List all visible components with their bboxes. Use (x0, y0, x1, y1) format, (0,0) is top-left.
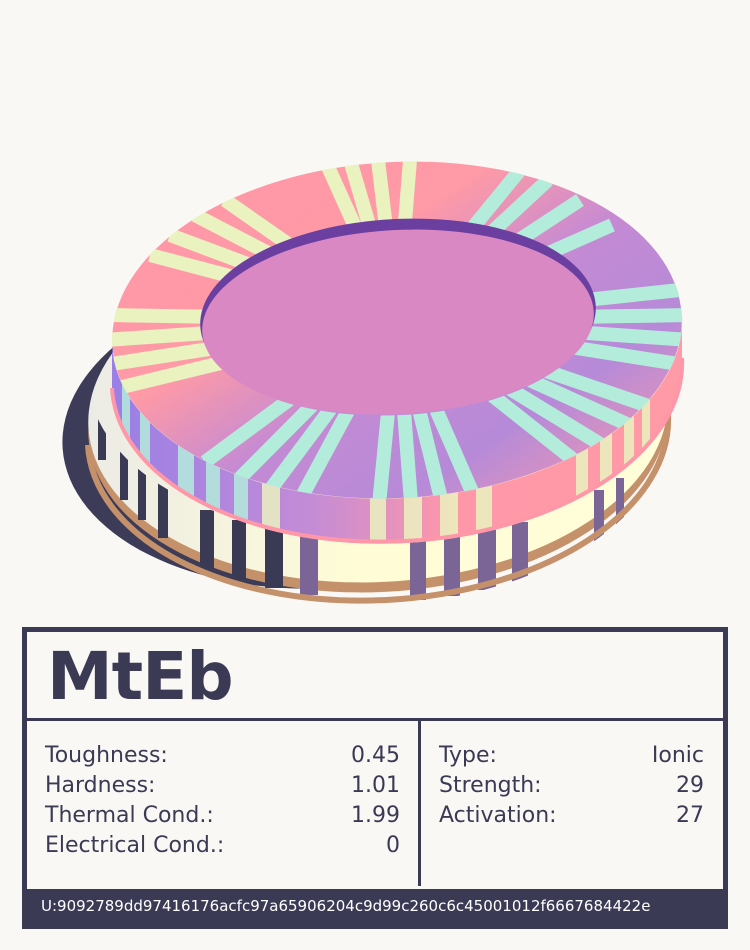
physical-properties: Toughness: 0.45 Hardness: 1.01 Thermal C… (27, 721, 421, 886)
bond-label: Type: (439, 743, 497, 768)
bond-value: 27 (676, 803, 704, 828)
bond-row-strength: Strength: 29 (439, 771, 704, 801)
property-value: 1.01 (351, 773, 400, 798)
bond-row-activation: Activation: 27 (439, 801, 704, 831)
property-label: Toughness: (45, 743, 168, 768)
bond-label: Activation: (439, 803, 557, 828)
property-value: 0 (386, 833, 400, 858)
property-row-toughness: Toughness: 0.45 (45, 741, 400, 771)
property-label: Hardness: (45, 773, 156, 798)
property-row-hardness: Hardness: 1.01 (45, 771, 400, 801)
bond-value: 29 (676, 773, 704, 798)
property-row-thermal-cond: Thermal Cond.: 1.99 (45, 801, 400, 831)
property-label: Electrical Cond.: (45, 833, 225, 858)
property-label: Thermal Cond.: (45, 803, 214, 828)
bond-row-type: Type: Ionic (439, 741, 704, 771)
property-value: 0.45 (351, 743, 400, 768)
bond-label: Strength: (439, 773, 542, 798)
top-disc-face (111, 161, 683, 499)
card-title-row: MtEb (27, 632, 723, 721)
material-name: MtEb (47, 638, 234, 715)
property-row-electrical-cond: Electrical Cond.: 0 (45, 831, 400, 861)
top-disc-side (110, 315, 685, 544)
property-value: 1.99 (351, 803, 400, 828)
material-card: MtEb Toughness: 0.45 Hardness: 1.01 Ther… (22, 627, 728, 929)
uid-footer: U:9092789dd97416176acfc97a65906204c9d99c… (27, 889, 723, 924)
bond-properties: Type: Ionic Strength: 29 Activation: 27 (421, 721, 723, 886)
bond-value: Ionic (651, 743, 704, 768)
uid-text: U:9092789dd97416176acfc97a65906204c9d99c… (41, 897, 651, 915)
disc-artwork (62, 161, 685, 604)
